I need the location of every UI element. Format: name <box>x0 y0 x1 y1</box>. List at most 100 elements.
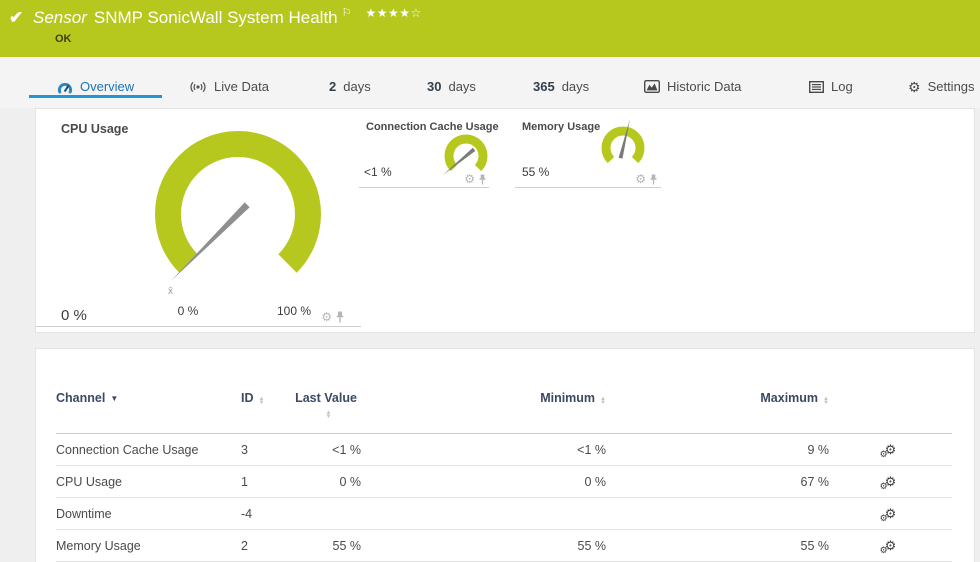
channel-id: 1 <box>241 465 291 498</box>
cpu-gauge <box>155 131 321 282</box>
column-header-id[interactable]: ID ▲ ▼ <box>241 391 291 434</box>
tab-settings-label: Settings <box>927 79 975 94</box>
channel-settings-icon[interactable]: ⚙ ⚙ <box>879 505 897 523</box>
gauge-value: <1 % <box>364 165 392 179</box>
column-header-channel[interactable]: Channel ▼ <box>56 391 241 434</box>
tab-30-days[interactable]: 30 days <box>427 79 476 94</box>
tab-historic-data[interactable]: Historic Data <box>644 79 741 94</box>
channels-card: Channel ▼ ID ▲ ▼ Last Value ▲ ▼ Minimum ▲ ▼ Max… <box>35 348 975 562</box>
channel-last-value: <1 % <box>291 433 361 466</box>
gauge-widget-cpu-usage: CPU Usage x̄ 0 % 100 % 0 % ⚙ <box>36 109 361 327</box>
tab-2-days[interactable]: 2 days <box>329 79 371 94</box>
tab-bar: Overview Live Data 2 days 30 days 365 da… <box>0 57 980 108</box>
tab-live-data[interactable]: Live Data <box>189 79 269 94</box>
channel-last-value <box>291 497 361 530</box>
table-header-row: Channel ▼ ID ▲ ▼ Last Value ▲ ▼ Minimum ▲ ▼ Max… <box>56 391 952 434</box>
priority-stars[interactable]: ★★★★☆ <box>366 6 422 20</box>
pin-icon[interactable] <box>649 174 658 185</box>
tab-log-label: Log <box>831 79 853 94</box>
status-check-icon: ✔ <box>9 8 24 27</box>
broadcast-icon <box>190 81 206 92</box>
column-header-last-value[interactable]: Last Value ▲ ▼ <box>291 391 361 434</box>
channel-id: -4 <box>241 497 291 530</box>
stars-filled[interactable]: ★★★★ <box>365 6 411 20</box>
widget-gear-icon[interactable]: ⚙ <box>464 172 475 186</box>
tab-overview-label: Overview <box>80 79 135 94</box>
status-badge: OK <box>55 33 72 45</box>
channel-id: 2 <box>241 529 291 562</box>
tab-365-days[interactable]: 365 days <box>533 79 589 94</box>
area-chart-icon <box>644 80 660 93</box>
gauges-card: CPU Usage x̄ 0 % 100 % 0 % ⚙ Connection … <box>35 108 975 333</box>
column-header-minimum[interactable]: Minimum ▲ ▼ <box>361 391 606 434</box>
channel-name[interactable]: Connection Cache Usage <box>56 442 199 457</box>
column-header-actions <box>829 391 952 434</box>
tab-2-days-number: 2 <box>329 79 337 94</box>
channel-maximum: 67 % <box>606 465 829 498</box>
gauge-scale-min: 0 % <box>177 304 199 318</box>
channel-minimum: <1 % <box>361 433 606 466</box>
log-list-icon <box>809 80 824 93</box>
tab-live-data-label: Live Data <box>214 79 269 94</box>
column-header-maximum[interactable]: Maximum ▲ ▼ <box>606 391 829 434</box>
pin-icon[interactable] <box>478 174 487 185</box>
star-empty[interactable]: ☆ <box>410 6 422 20</box>
sort-desc-icon: ▼ <box>110 394 119 403</box>
tab-30-days-number: 30 <box>427 79 442 94</box>
channels-table: Channel ▼ ID ▲ ▼ Last Value ▲ ▼ Minimum ▲ ▼ Max… <box>56 391 952 562</box>
channel-name[interactable]: Memory Usage <box>56 538 141 553</box>
memory-gauge <box>601 118 645 164</box>
tab-historic-data-label: Historic Data <box>667 79 742 94</box>
channel-maximum: 55 % <box>606 529 829 562</box>
gauge-scale-max: 100 % <box>276 304 312 318</box>
tab-30-days-unit: days <box>448 79 476 94</box>
tab-365-days-unit: days <box>561 79 590 94</box>
sort-icon: ▲ ▼ <box>258 396 265 406</box>
sort-icon: ▲ ▼ <box>600 396 606 406</box>
channel-last-value: 55 % <box>291 529 361 562</box>
channel-name[interactable]: CPU Usage <box>56 474 122 489</box>
sort-icon: ▲ ▼ <box>823 396 829 406</box>
priority-flag-icon[interactable]: ⚐ <box>341 7 352 19</box>
channel-maximum: 9 % <box>606 433 829 466</box>
channel-minimum: 55 % <box>361 529 606 562</box>
connection-cache-gauge <box>442 134 488 176</box>
active-tab-underline <box>29 95 162 98</box>
widget-gear-icon[interactable]: ⚙ <box>635 172 646 186</box>
table-row: Memory Usage 2 55 % 55 % 55 % ⚙ ⚙ <box>56 529 952 562</box>
pin-icon[interactable] <box>335 311 345 323</box>
channel-minimum <box>361 497 606 530</box>
settings-gear-icon: ⚙ <box>908 78 921 95</box>
gauge-title: Memory Usage <box>522 121 601 133</box>
gauge-icon <box>57 82 73 93</box>
channel-settings-icon[interactable]: ⚙ ⚙ <box>879 441 897 459</box>
channel-id: 3 <box>241 433 291 466</box>
channel-minimum: 0 % <box>361 465 606 498</box>
channel-name[interactable]: Downtime <box>56 506 112 521</box>
channel-maximum <box>606 497 829 530</box>
page-title: SNMP SonicWall System Health <box>93 8 338 27</box>
table-row: CPU Usage 1 0 % 0 % 67 % ⚙ ⚙ <box>56 465 952 498</box>
tab-settings[interactable]: ⚙ Settings <box>908 79 975 94</box>
gauge-title: CPU Usage <box>61 122 129 136</box>
channel-settings-icon[interactable]: ⚙ ⚙ <box>879 537 897 555</box>
gauge-widget-memory-usage: Memory Usage 55 % ⚙ <box>515 109 661 188</box>
widget-toolbar: ⚙ <box>321 311 345 323</box>
widget-toolbar: ⚙ <box>635 173 658 185</box>
gauge-value: 55 % <box>522 165 550 179</box>
gauge-title: Connection Cache Usage <box>366 121 499 133</box>
sensor-header: ✔ Sensor SNMP SonicWall System Health ⚐ ★★★… <box>0 0 980 57</box>
sort-icon: ▲ ▼ <box>325 410 332 420</box>
gauge-widget-connection-cache: Connection Cache Usage <1 % ⚙ <box>359 109 499 188</box>
tab-overview[interactable]: Overview <box>57 79 134 94</box>
channel-last-value: 0 % <box>291 465 361 498</box>
tab-log[interactable]: Log <box>809 79 853 94</box>
gauge-value: 0 % <box>61 307 87 324</box>
object-kind-label: Sensor <box>33 8 87 27</box>
table-row: Downtime -4 ⚙ ⚙ <box>56 497 952 530</box>
widget-gear-icon[interactable]: ⚙ <box>321 310 332 324</box>
average-marker: x̄ <box>168 286 173 297</box>
tab-365-days-number: 365 <box>533 79 555 94</box>
table-row: Connection Cache Usage 3 <1 % <1 % 9 % ⚙… <box>56 433 952 466</box>
channel-settings-icon[interactable]: ⚙ ⚙ <box>879 473 897 491</box>
